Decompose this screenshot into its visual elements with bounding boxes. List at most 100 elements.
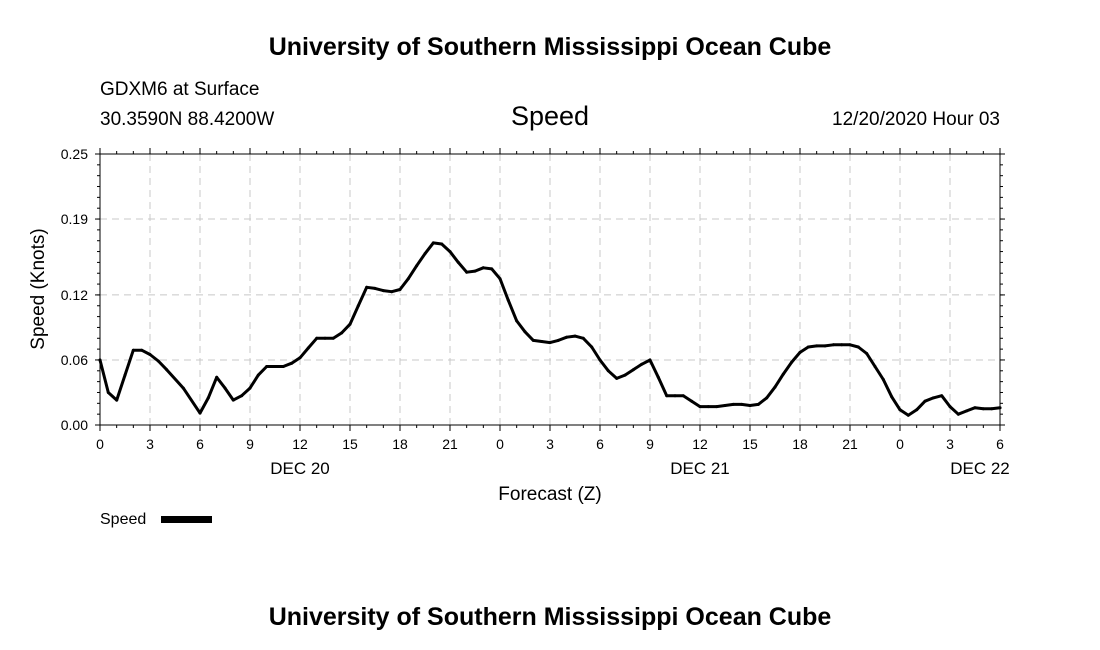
grid-lines [100, 154, 1000, 425]
footer-title: University of Southern Mississippi Ocean… [269, 603, 832, 631]
speed-data-point [931, 396, 935, 400]
x-tick-label: 3 [946, 436, 954, 452]
x-axis-label: Forecast (Z) [498, 484, 601, 505]
date-labels: DEC 20 DEC 21 DEC 22 [270, 459, 1010, 478]
speed-data-point [656, 375, 660, 379]
y-tick-label: 0.00 [61, 417, 88, 433]
speed-data-point [506, 298, 510, 302]
speed-data-point [123, 373, 127, 377]
x-tick-label: 15 [342, 436, 358, 452]
date-label: DEC 20 [270, 459, 330, 478]
speed-data-point [548, 341, 552, 345]
legend-label: Speed [100, 511, 146, 528]
speed-data-point [956, 412, 960, 416]
speed-data-point [940, 394, 944, 398]
variable-title: Speed [511, 101, 589, 131]
speed-data-point [681, 394, 685, 398]
speed-data-point [615, 376, 619, 380]
speed-data-point [256, 373, 260, 377]
x-tick-label: 0 [96, 436, 104, 452]
speed-data-point [181, 386, 185, 390]
speed-data-point [573, 334, 577, 338]
speed-data-point [556, 338, 560, 342]
speed-data-point [473, 269, 477, 273]
date-label: DEC 22 [950, 459, 1010, 478]
speed-data-point [623, 373, 627, 377]
speed-data-point [323, 336, 327, 340]
speed-data-point [240, 394, 244, 398]
speed-data-point [840, 343, 844, 347]
speed-data-point [998, 406, 1002, 410]
speed-data-point [773, 385, 777, 389]
speed-data-point [265, 365, 269, 368]
speed-data-point [690, 399, 694, 403]
speed-data-point [115, 398, 119, 402]
speed-data-point [281, 365, 285, 368]
speed-data-point [498, 277, 502, 281]
speed-data-point [365, 285, 369, 289]
speed-data-point [340, 331, 344, 335]
y-tick-label: 0.25 [61, 146, 88, 162]
speed-data-point [981, 407, 985, 411]
speed-data-point [198, 411, 202, 415]
speed-data-point [565, 335, 569, 339]
speed-data-point [390, 290, 394, 294]
forecast-timestamp: 12/20/2020 Hour 03 [832, 109, 1000, 130]
speed-data-point [948, 405, 952, 409]
speed-data-point [315, 336, 319, 340]
y-tick-label: 0.19 [61, 211, 88, 227]
speed-data-point [490, 267, 494, 271]
speed-data-point [348, 322, 352, 326]
speed-data-point [965, 409, 969, 413]
speed-data-point [206, 396, 210, 400]
speed-data-point [806, 345, 810, 349]
speed-data-point [973, 406, 977, 410]
speed-data-point [823, 344, 827, 348]
speed-data-point [298, 356, 302, 360]
speed-data-point [748, 404, 752, 407]
chart-title: University of Southern Mississippi Ocean… [269, 33, 832, 61]
x-tick-label: 0 [896, 436, 904, 452]
speed-data-point [815, 344, 819, 348]
station-name: GDXM6 at Surface [100, 79, 259, 100]
speed-data-point [740, 402, 744, 406]
x-tick-label: 18 [792, 436, 808, 452]
speed-data-point [715, 405, 719, 409]
x-tick-label: 21 [442, 436, 458, 452]
speed-data-point [765, 396, 769, 400]
speed-data-point [873, 365, 877, 368]
station-coords: 30.3590N 88.4200W [100, 109, 274, 130]
speed-data-point [398, 288, 402, 291]
speed-data-point [531, 338, 535, 342]
speed-data-points [98, 241, 1002, 417]
speed-data-point [848, 343, 852, 347]
speed-data-point [106, 391, 110, 394]
speed-data-point [156, 359, 160, 363]
speed-data-point [540, 340, 544, 343]
speed-data-point [865, 352, 869, 355]
speed-data-point [831, 343, 835, 347]
speed-data-point [465, 270, 469, 274]
speed-data-point [373, 286, 377, 290]
speed-data-point [273, 365, 277, 368]
x-tick-label: 6 [996, 436, 1004, 452]
x-tick-label: 9 [646, 436, 654, 452]
speed-data-point [648, 358, 652, 362]
y-tick-label: 0.12 [61, 287, 88, 303]
date-label: DEC 21 [670, 459, 730, 478]
speed-data-point [631, 368, 635, 372]
speed-data-point [890, 395, 894, 399]
speed-data-point [381, 289, 385, 293]
speed-data-point [331, 336, 335, 340]
speed-data-point [698, 405, 702, 409]
x-tick-label: 9 [246, 436, 254, 452]
speed-data-point [798, 350, 802, 354]
speed-data-point [706, 405, 710, 409]
x-tick-label: 0 [496, 436, 504, 452]
speed-data-point [590, 345, 594, 349]
speed-data-point [481, 266, 485, 270]
speed-data-point [290, 361, 294, 365]
speed-data-point [165, 368, 169, 372]
x-tick-label: 12 [292, 436, 308, 452]
speed-data-point [356, 304, 360, 308]
